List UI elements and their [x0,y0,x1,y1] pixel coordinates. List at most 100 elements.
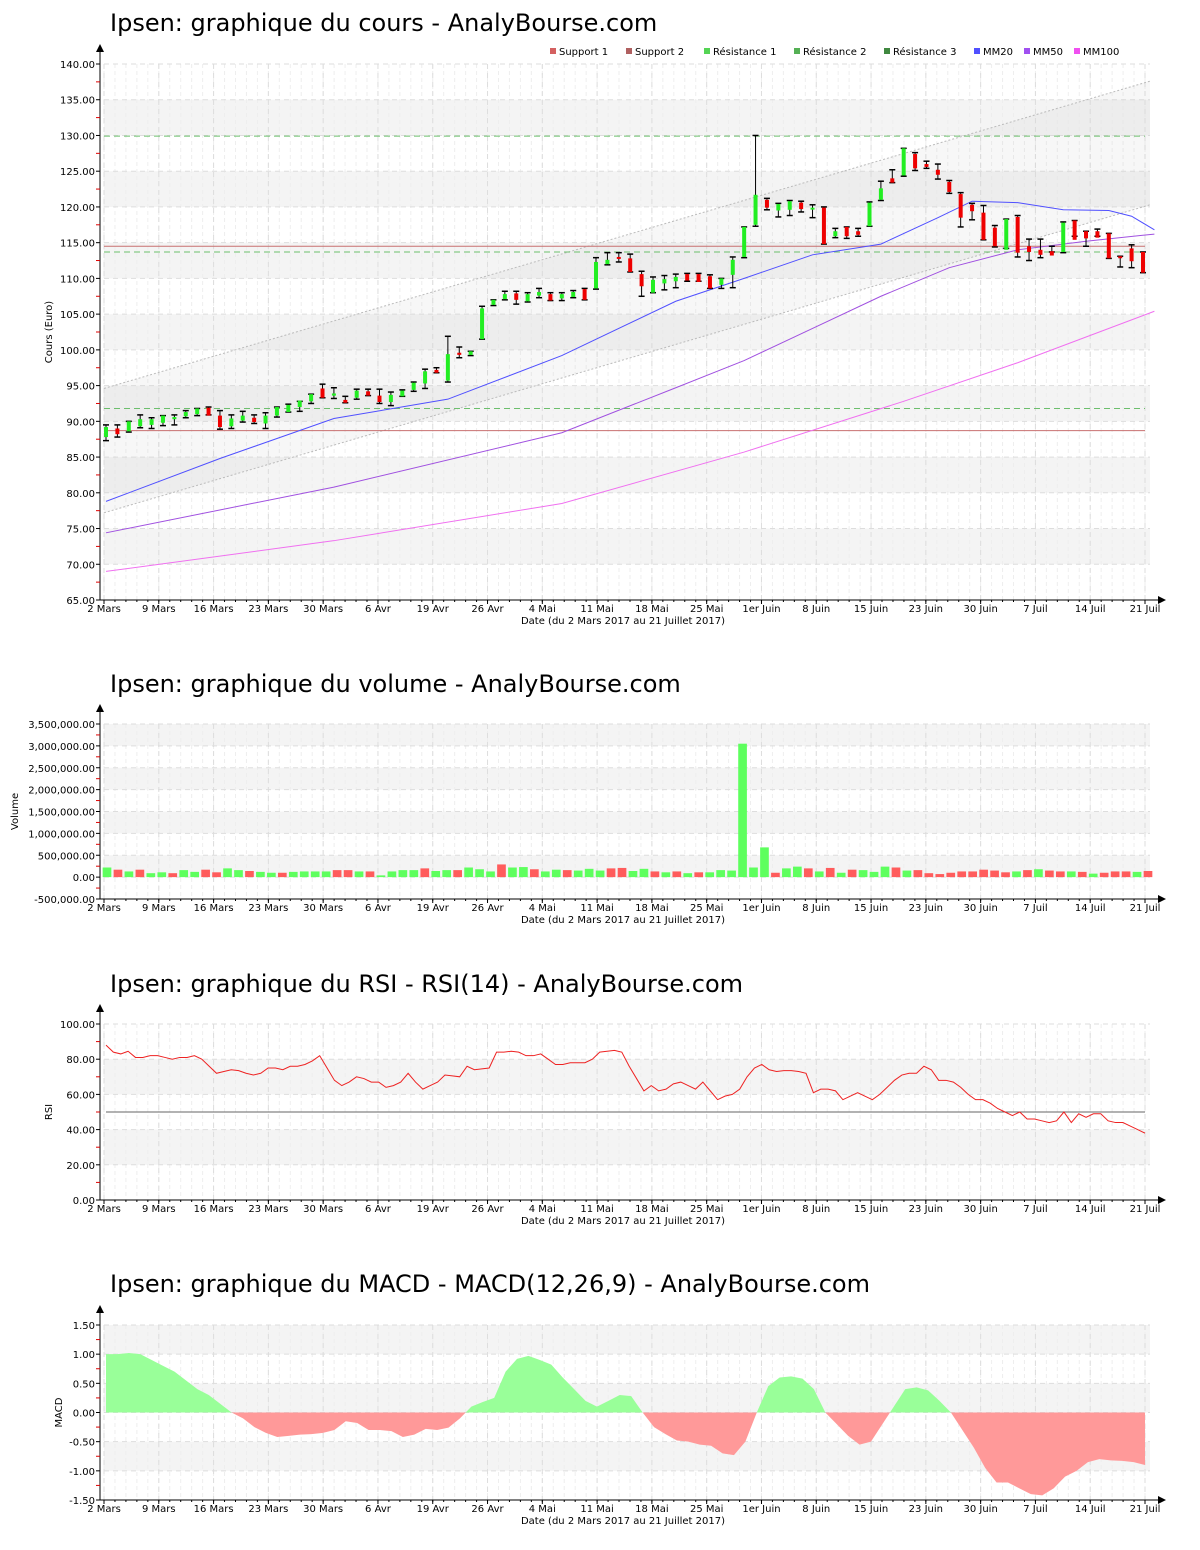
y-tick-label: 105.00 [60,310,95,321]
volume-bar [869,871,879,878]
x-tick-label: 6 Avr [365,1204,392,1215]
volume-bar [617,867,627,878]
volume-bar [902,870,912,878]
x-tick-label: 4 Mai [529,1504,556,1515]
candlestick [923,160,930,170]
candlestick [251,414,258,425]
candlestick [843,226,850,240]
y-tick-label: 0.50 [73,1379,95,1390]
candlestick [593,256,600,290]
candlestick [1128,244,1135,269]
volume-bar [277,872,287,878]
volume-bar [1121,871,1131,878]
volume-bar [825,867,835,878]
y-tick-label: 2,500,000.00 [28,764,95,775]
x-tick-label: 11 Mai [580,1504,613,1515]
x-tick-label: 23 Mars [248,1204,288,1215]
volume-bar [464,867,473,878]
volume-bar [858,870,868,878]
candlestick [216,409,223,430]
volume-bar [716,870,725,878]
x-tick-label: 14 Juil [1075,903,1106,914]
x-tick-label: 2 Mars [87,1204,121,1215]
macd-chart: Ipsen: graphique du MACD - MACD(12,26,9)… [0,1260,1200,1550]
legend-swatch-icon [974,48,980,54]
candlestick [319,383,326,399]
candlestick [729,256,736,289]
candlestick [1003,218,1010,250]
x-tick-label: 14 Juil [1075,1204,1106,1215]
x-tick-label: 18 Mai [635,903,668,914]
volume-bar [519,867,528,878]
volume-chart-title: Ipsen: graphique du volume - AnalyBourse… [110,670,681,698]
macd-negative-area [950,1412,1145,1496]
candlestick [456,346,463,359]
x-tick-label: 8 Juin [802,1204,830,1215]
candlestick [513,290,520,305]
y-tick-label: 500,000.00 [38,851,95,862]
y-tick-label: 80.00 [66,489,95,500]
candlestick [490,299,497,307]
x-axis-arrow-icon [1158,895,1166,903]
volume-bar [606,868,616,878]
candlestick [558,291,565,302]
x-tick-label: 11 Mai [580,604,613,615]
volume-bar [990,870,999,878]
x-tick-label: 2 Mars [87,1504,121,1515]
y-tick-label: 0.00 [73,1196,95,1207]
volume-bar [146,873,156,878]
legend-swatch-icon [550,48,556,54]
x-tick-label: 14 Juil [1075,1504,1106,1515]
x-tick-label: 16 Mars [194,604,234,615]
volume-bar [420,868,430,878]
y-tick-label: 60.00 [66,1090,95,1101]
macd-negative-area [642,1412,757,1456]
x-tick-label: 8 Juin [802,604,830,615]
legend-swatch-icon [1024,48,1030,54]
x-axis-title: Date (du 2 Mars 2017 au 21 Juillet 2017) [521,616,725,627]
volume-bar [409,870,419,878]
candlestick [387,391,394,407]
y-tick-label: 0.00 [73,1409,95,1420]
x-tick-label: 18 Mai [635,1204,668,1215]
x-tick-label: 30 Mars [303,903,343,914]
volume-bar [431,871,441,878]
candlestick [649,276,656,294]
macd-positive-area [890,1387,951,1413]
x-tick-label: 9 Mars [142,1204,176,1215]
trend-channel-upper [103,80,1151,389]
y-tick-label: 125.00 [60,167,95,178]
volume-bar [803,868,813,878]
candlestick [672,273,679,289]
volume-bar [760,847,769,878]
candlestick [1105,232,1112,260]
volume-bar [694,872,704,878]
candlestick [980,204,987,241]
legend-swatch-icon [794,48,800,54]
volume-bar [683,873,693,878]
volume-bar [256,871,265,878]
volume-bar [321,871,331,878]
y-tick-label: -0.50 [69,1438,95,1449]
volume-bar [376,875,386,878]
candlestick [376,388,383,405]
volume-bar [628,871,638,878]
candlestick [1117,255,1124,268]
x-tick-label: 8 Juin [802,1504,830,1515]
x-tick-label: 15 Juin [854,903,888,914]
candlestick [103,424,109,442]
volume-bar [1099,872,1109,878]
y-tick-label: 140.00 [60,60,95,71]
x-tick-label: 23 Juin [909,604,943,615]
y-axis-title: RSI [44,1104,55,1120]
y-axis-arrow-icon [96,1004,104,1012]
candlestick [889,169,896,184]
volume-bar [836,872,846,878]
volume-chart: Ipsen: graphique du volume - AnalyBourse… [0,660,1200,940]
macd-positive-area [756,1376,826,1413]
volume-bar [1132,871,1142,878]
candlestick [479,305,486,340]
candlestick [832,227,839,239]
volume-bar [1023,870,1032,878]
x-tick-label: 23 Mars [248,1504,288,1515]
